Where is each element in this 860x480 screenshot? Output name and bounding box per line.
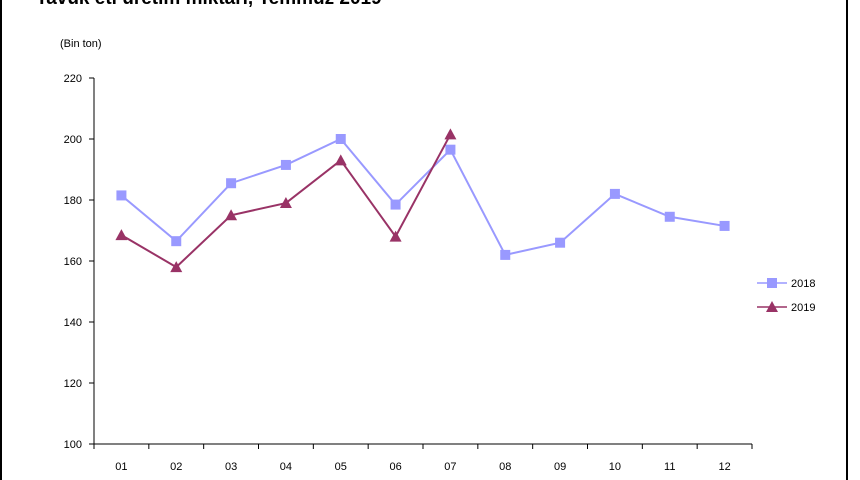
chart-title: Tavuk eti üretim miktarı, Temmuz 2019 bbox=[36, 0, 382, 10]
series-2019-point bbox=[225, 209, 238, 221]
legend-2019-marker bbox=[766, 301, 778, 312]
series-2018-point bbox=[116, 190, 127, 201]
series-2018-point bbox=[445, 144, 456, 155]
x-tick-label: 07 bbox=[444, 461, 456, 473]
series-2018-point bbox=[171, 236, 182, 247]
legend-2018-label: 2018 bbox=[791, 278, 815, 290]
x-tick-label: 09 bbox=[554, 461, 566, 473]
series-2019-point bbox=[170, 261, 183, 273]
series-2018-point bbox=[719, 220, 730, 231]
series-2018-line bbox=[120, 137, 725, 257]
legend-2018-marker bbox=[767, 278, 777, 288]
x-tick-label: 05 bbox=[335, 461, 347, 473]
frame-left-border bbox=[0, 0, 2, 480]
series-2019-point bbox=[334, 154, 347, 166]
y-tick-label: 180 bbox=[64, 195, 82, 207]
series-2018-point bbox=[664, 211, 675, 222]
series-2019-point bbox=[389, 230, 402, 242]
series-2018-point bbox=[226, 178, 237, 189]
x-tick-label: 10 bbox=[609, 461, 621, 473]
y-tick-label: 100 bbox=[64, 439, 82, 451]
series-2018-point bbox=[335, 134, 346, 144]
series-2018-point bbox=[609, 188, 620, 199]
y-axis-unit-label: (Bin ton) bbox=[60, 38, 102, 50]
x-tick-label: 12 bbox=[718, 461, 730, 473]
y-tick-label: 160 bbox=[64, 256, 82, 268]
x-tick-label: 03 bbox=[225, 461, 237, 473]
x-tick-label: 01 bbox=[115, 461, 127, 473]
series-2018-point bbox=[500, 249, 511, 260]
y-tick-label: 200 bbox=[64, 134, 82, 146]
frame-right-border bbox=[846, 0, 848, 480]
x-tick-label: 08 bbox=[499, 461, 511, 473]
series-2018-point bbox=[390, 199, 401, 210]
series-2019-point bbox=[279, 197, 292, 209]
series-2018-point bbox=[555, 237, 566, 248]
series-2018-point bbox=[280, 159, 291, 170]
x-tick-label: 04 bbox=[280, 461, 292, 473]
legend-2019-label: 2019 bbox=[791, 302, 815, 314]
y-tick-label: 140 bbox=[64, 317, 82, 329]
y-tick-label: 220 bbox=[64, 73, 82, 85]
x-tick-label: 02 bbox=[170, 461, 182, 473]
series-2019-point bbox=[444, 128, 457, 140]
series-2019-point bbox=[115, 229, 128, 241]
y-tick-label: 120 bbox=[64, 378, 82, 390]
x-tick-label: 06 bbox=[389, 461, 401, 473]
x-tick-label: 11 bbox=[664, 461, 675, 473]
